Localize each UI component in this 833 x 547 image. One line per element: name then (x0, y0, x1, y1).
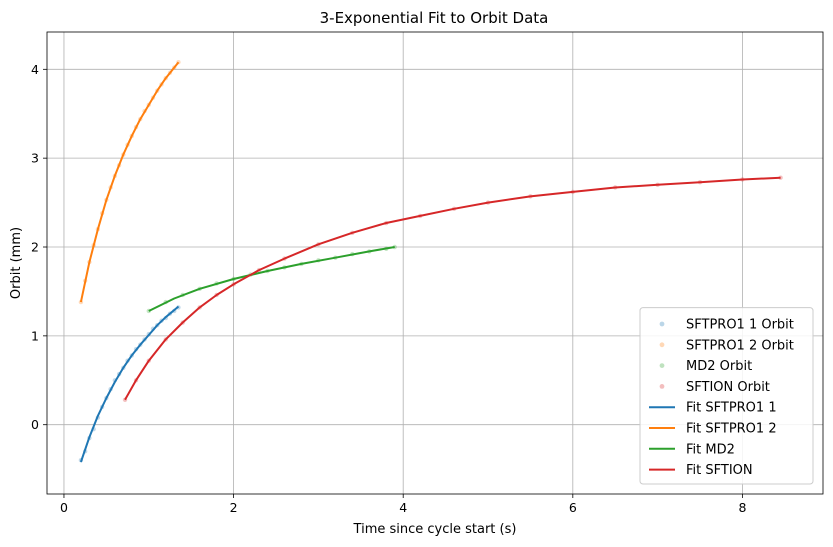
legend-label: Fit SFTION (686, 463, 753, 478)
grid (47, 32, 823, 494)
legend-label: SFTPRO1 1 Orbit (686, 318, 794, 333)
chart-title: 3-Exponential Fit to Orbit Data (320, 9, 549, 27)
y-tick-label: 0 (31, 417, 39, 432)
fit-line-fit-md2 (148, 246, 395, 312)
y-tick-label: 1 (31, 328, 39, 343)
legend-marker (659, 384, 665, 389)
axis-ticks: 0 2 4 6 8 0 1 2 3 4 (31, 62, 746, 515)
legend-box (639, 307, 814, 485)
plot-frame (46, 31, 824, 495)
legend-label: Fit SFTPRO1 1 (686, 401, 777, 416)
legend-label: SFTION Orbit (686, 380, 770, 395)
x-tick-label: 8 (738, 500, 746, 515)
fit-line-fit-sftpro1-1 (79, 305, 180, 463)
x-axis-title: Time since cycle start (s) (353, 522, 517, 537)
fit-line-fit-sftion (124, 176, 781, 401)
x-tick-label: 0 (60, 500, 68, 515)
legend-marker (659, 321, 665, 327)
fit-line-fit-sftpro1-2 (79, 61, 180, 303)
legend-label: SFTPRO1 2 Orbit (686, 338, 794, 353)
legend-label: Fit SFTPRO1 2 (686, 422, 777, 437)
plot-area (78, 60, 783, 463)
x-tick-label: 4 (399, 500, 407, 515)
series-sftpro1-1-orbit (78, 305, 181, 463)
y-tick-label: 3 (31, 151, 39, 166)
series-sftpro1-2-orbit (78, 60, 181, 305)
legend-marker (659, 363, 665, 368)
x-tick-label: 6 (569, 500, 577, 515)
legend-label: Fit MD2 (686, 442, 735, 457)
legend-marker (659, 342, 665, 348)
x-tick-label: 2 (230, 500, 238, 515)
legend: SFTPRO1 1 Orbit SFTPRO1 2 Orbit MD2 Orbit S… (639, 307, 814, 485)
y-axis-title: Orbit (mm) (9, 227, 24, 299)
series-md2-orbit (146, 244, 397, 314)
y-tick-label: 2 (31, 240, 39, 255)
y-tick-label: 4 (31, 62, 39, 77)
legend-label: MD2 Orbit (686, 359, 752, 374)
